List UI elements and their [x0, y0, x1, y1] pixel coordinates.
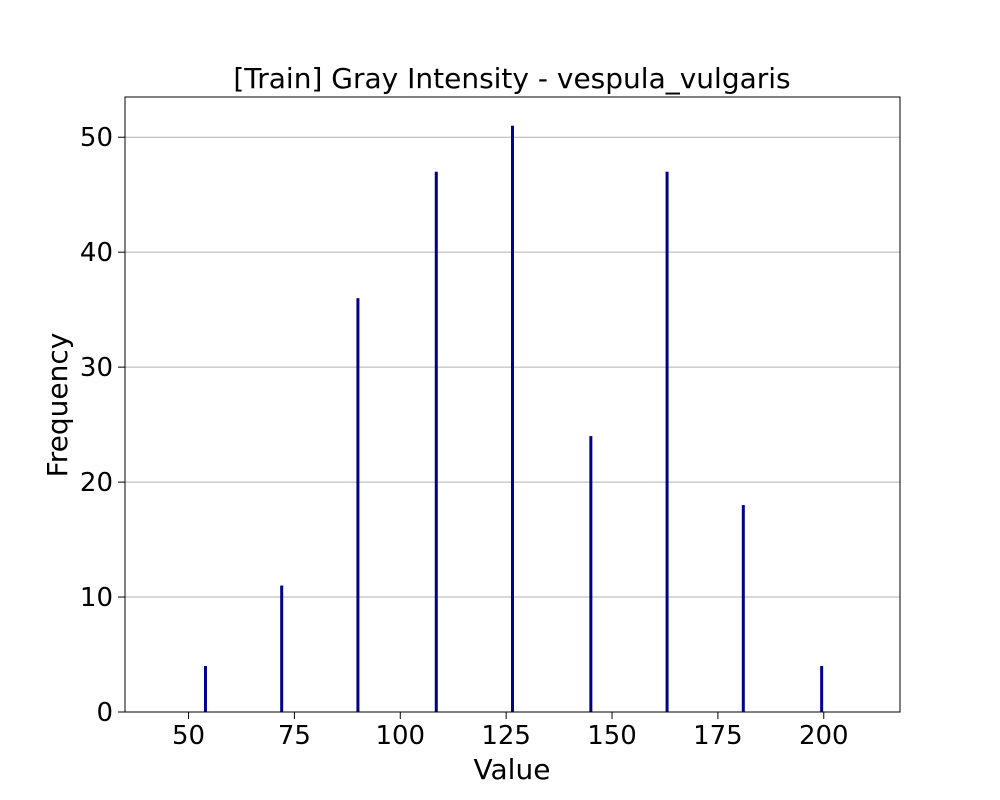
y-tick-label: 50 — [80, 123, 113, 153]
y-tick-label: 0 — [96, 698, 113, 728]
x-tick-label: 175 — [693, 721, 743, 751]
bar-4 — [511, 125, 514, 712]
bar-3 — [434, 171, 438, 713]
x-tick-label: 100 — [375, 721, 425, 751]
bars — [203, 125, 824, 713]
y-tick-label: 10 — [80, 583, 113, 613]
x-axis-title: Value — [474, 753, 551, 786]
x-tick-label: 75 — [278, 721, 311, 751]
bar-6 — [665, 171, 669, 713]
y-tick-label: 40 — [80, 238, 113, 268]
y-tick-label: 30 — [80, 353, 113, 383]
x-tick-label: 125 — [481, 721, 531, 751]
x-tick-label: 150 — [587, 721, 637, 751]
bar-0 — [203, 666, 207, 712]
bar-2 — [356, 298, 360, 712]
axis-ticks: 50 75 100 125 150 175 200 0 10 20 30 40 50 — [80, 123, 849, 751]
x-tick-label: 50 — [172, 721, 205, 751]
y-tick-label: 20 — [80, 468, 113, 498]
chart-title: [Train] Gray Intensity - vespula_vulgari… — [233, 62, 790, 95]
x-tick-label: 200 — [799, 721, 849, 751]
bar-8 — [820, 666, 824, 712]
bar-7 — [741, 505, 745, 712]
bar-1 — [280, 585, 284, 712]
bar-5 — [589, 436, 593, 712]
y-axis-title: Frequency — [41, 333, 74, 478]
plot-frame — [124, 96, 901, 713]
